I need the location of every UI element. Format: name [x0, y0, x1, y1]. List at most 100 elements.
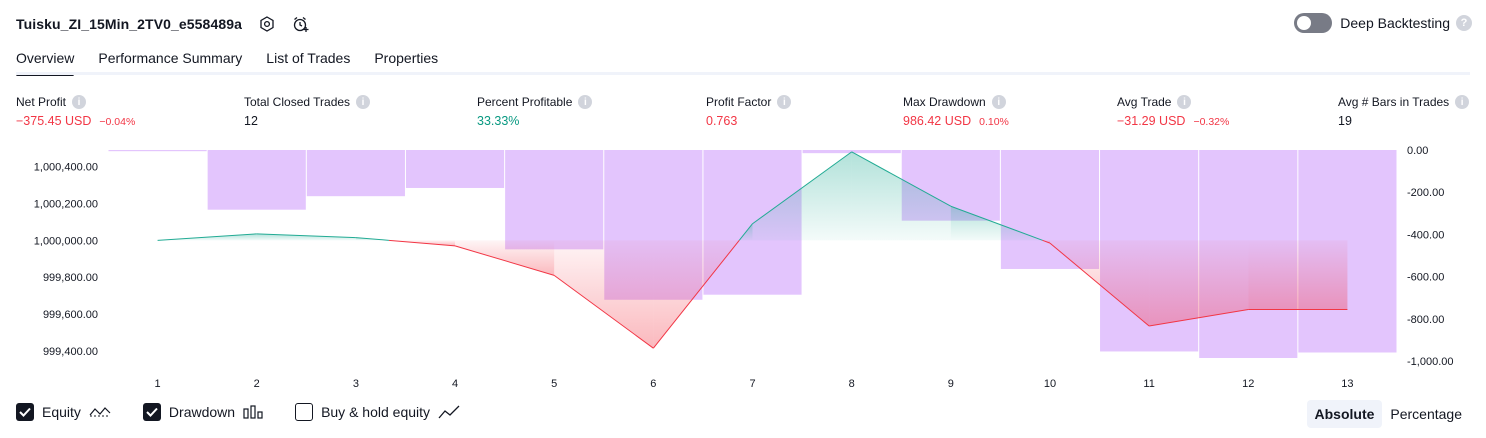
right-axis-tick-label: -600.00	[1407, 272, 1444, 284]
x-axis-tick-label: 13	[1341, 378, 1353, 390]
chart-legend: Equity Drawdown Buy & hold equity	[16, 403, 492, 421]
left-axis-tick-label: 1,000,000.00	[34, 235, 98, 247]
stat-net-profit: Net Profit i −375.45 USD −0.04%	[16, 94, 135, 128]
stat-value: 0.763	[706, 114, 738, 128]
info-icon[interactable]: i	[578, 95, 593, 109]
stat-label: Percent Profitable	[477, 95, 573, 109]
equity-segment-2-0	[256, 233, 356, 239]
x-axis-tick-label: 10	[1044, 378, 1056, 390]
trend-line-icon	[438, 405, 460, 419]
stat-avg-trade: Avg Trade i −31.29 USD −0.32%	[1117, 94, 1229, 128]
right-axis-tick-label: -800.00	[1407, 314, 1444, 326]
tab-performance-summary[interactable]: Performance Summary	[98, 50, 243, 66]
equity-segment-6-0	[652, 240, 740, 349]
legend-buy-hold[interactable]: Buy & hold equity	[295, 403, 460, 421]
equity-drawdown-chart[interactable]: 1,000,400.00 1,000,200.00 1,000,000.00 999,…	[0, 140, 1486, 398]
deep-backtesting-label: Deep Backtesting	[1340, 15, 1450, 31]
tab-overview[interactable]: Overview	[16, 44, 75, 76]
tab-properties[interactable]: Properties	[374, 50, 439, 66]
x-axis-tick-label: 2	[254, 378, 260, 390]
drawdown-bar-1	[108, 150, 207, 152]
tab-list-of-trades[interactable]: List of Trades	[266, 50, 351, 66]
absolute-button[interactable]: Absolute	[1306, 400, 1383, 428]
x-axis-tick-label: 5	[551, 378, 557, 390]
info-icon[interactable]: i	[1177, 95, 1192, 109]
drawdown-checkbox[interactable]	[142, 403, 161, 421]
strategy-header: Tuisku_ZI_15Min_2TV0_e558489a	[16, 12, 310, 36]
drawdown-bar-3	[306, 150, 405, 197]
info-icon[interactable]: i	[72, 95, 87, 109]
legend-label: Buy & hold equity	[321, 404, 431, 420]
right-axis-tick-label: -1,000.00	[1407, 356, 1453, 368]
info-icon[interactable]: i	[1455, 95, 1470, 109]
x-axis-tick-label: 1	[155, 378, 161, 390]
legend-label: Equity	[42, 404, 81, 420]
stat-label: Avg # Bars in Trades	[1338, 95, 1450, 109]
left-axis-tick-label: 1,000,400.00	[34, 162, 98, 174]
right-axis-tick-label: -400.00	[1407, 229, 1444, 241]
x-axis-tick-label: 4	[452, 378, 458, 390]
equity-segment-9-1	[1042, 239, 1051, 244]
equity-area-11-0	[1149, 240, 1249, 327]
percentage-button[interactable]: Percentage	[1390, 406, 1462, 422]
info-icon[interactable]: i	[991, 95, 1006, 109]
equity-area-4-0	[455, 240, 555, 276]
left-axis-tick-label: 1,000,200.00	[34, 198, 98, 210]
stat-percent: −0.32%	[1193, 116, 1230, 128]
stat-percent: −0.04%	[99, 116, 136, 128]
stat-value: 33.33%	[477, 114, 520, 128]
equity-segment-4-0	[454, 245, 555, 276]
stat-label: Avg Trade	[1117, 95, 1172, 109]
equity-segment-1-0	[157, 233, 257, 241]
help-icon[interactable]: ?	[1456, 15, 1472, 31]
legend-drawdown[interactable]: Drawdown	[142, 403, 263, 421]
info-icon[interactable]: i	[356, 95, 371, 109]
legend-label: Drawdown	[168, 404, 236, 420]
x-axis-tick-label: 8	[849, 378, 855, 390]
strategy-title: Tuisku_ZI_15Min_2TV0_e558489a	[16, 16, 242, 32]
drawdown-bar-5	[505, 150, 604, 250]
right-axis-tick-label: 0.00	[1407, 145, 1428, 157]
x-axis-tick-label: 12	[1242, 378, 1254, 390]
equity-checkbox[interactable]	[16, 403, 34, 421]
equity-area-10-0	[1049, 240, 1150, 327]
stat-percent: 0.10%	[979, 116, 1009, 128]
stat-label: Total Closed Trades	[244, 95, 351, 109]
drawdown-bar-4	[405, 150, 505, 188]
equity-segment-7-0	[752, 151, 852, 225]
stat-label: Net Profit	[16, 95, 67, 109]
legend-equity[interactable]: Equity	[16, 403, 111, 421]
equity-wave-icon	[89, 405, 111, 419]
x-axis-tick-label: 3	[353, 378, 359, 390]
bar-chart-icon	[243, 405, 263, 419]
add-alert-clock-icon[interactable]	[292, 15, 310, 33]
info-icon[interactable]: i	[777, 95, 792, 109]
left-axis-tick-label: 999,600.00	[43, 309, 98, 321]
stat-value: −375.45 USD	[16, 114, 92, 128]
left-axis-tick-label: 999,800.00	[43, 272, 98, 284]
stat-value: −31.29 USD	[1117, 114, 1186, 128]
equity-area-8-0	[851, 151, 951, 241]
deep-backtesting-toggle[interactable]	[1294, 13, 1333, 33]
tab-divider	[16, 72, 1470, 75]
equity-segment-9-0	[950, 205, 1043, 241]
x-axis-tick-label: 7	[749, 378, 755, 390]
stat-value: 986.42 USD	[903, 114, 972, 128]
equity-segment-8-0	[851, 151, 952, 207]
right-axis-tick-label: -200.00	[1407, 187, 1444, 199]
buy-hold-checkbox[interactable]	[295, 403, 314, 421]
stat-total-closed-trades: Total Closed Trades i 12	[244, 94, 371, 128]
deep-backtesting-control: Deep Backtesting ?	[1294, 13, 1472, 33]
equity-segment-3-1	[388, 239, 456, 247]
left-axis-tick-label: 999,400.00	[43, 346, 98, 358]
equity-area-7-0	[752, 151, 852, 241]
equity-segment-6-1	[738, 223, 753, 241]
settings-gear-icon[interactable]	[258, 15, 276, 33]
stat-avg-bars: Avg # Bars in Trades i 19	[1338, 94, 1470, 128]
x-axis-tick-label: 9	[948, 378, 954, 390]
equity-segment-5-0	[553, 274, 654, 349]
equity-area-5-0	[554, 240, 654, 349]
equity-segment-3-0	[355, 237, 389, 241]
equity-segment-10-0	[1049, 242, 1150, 327]
stat-percent-profitable: Percent Profitable i 33.33%	[477, 94, 593, 128]
